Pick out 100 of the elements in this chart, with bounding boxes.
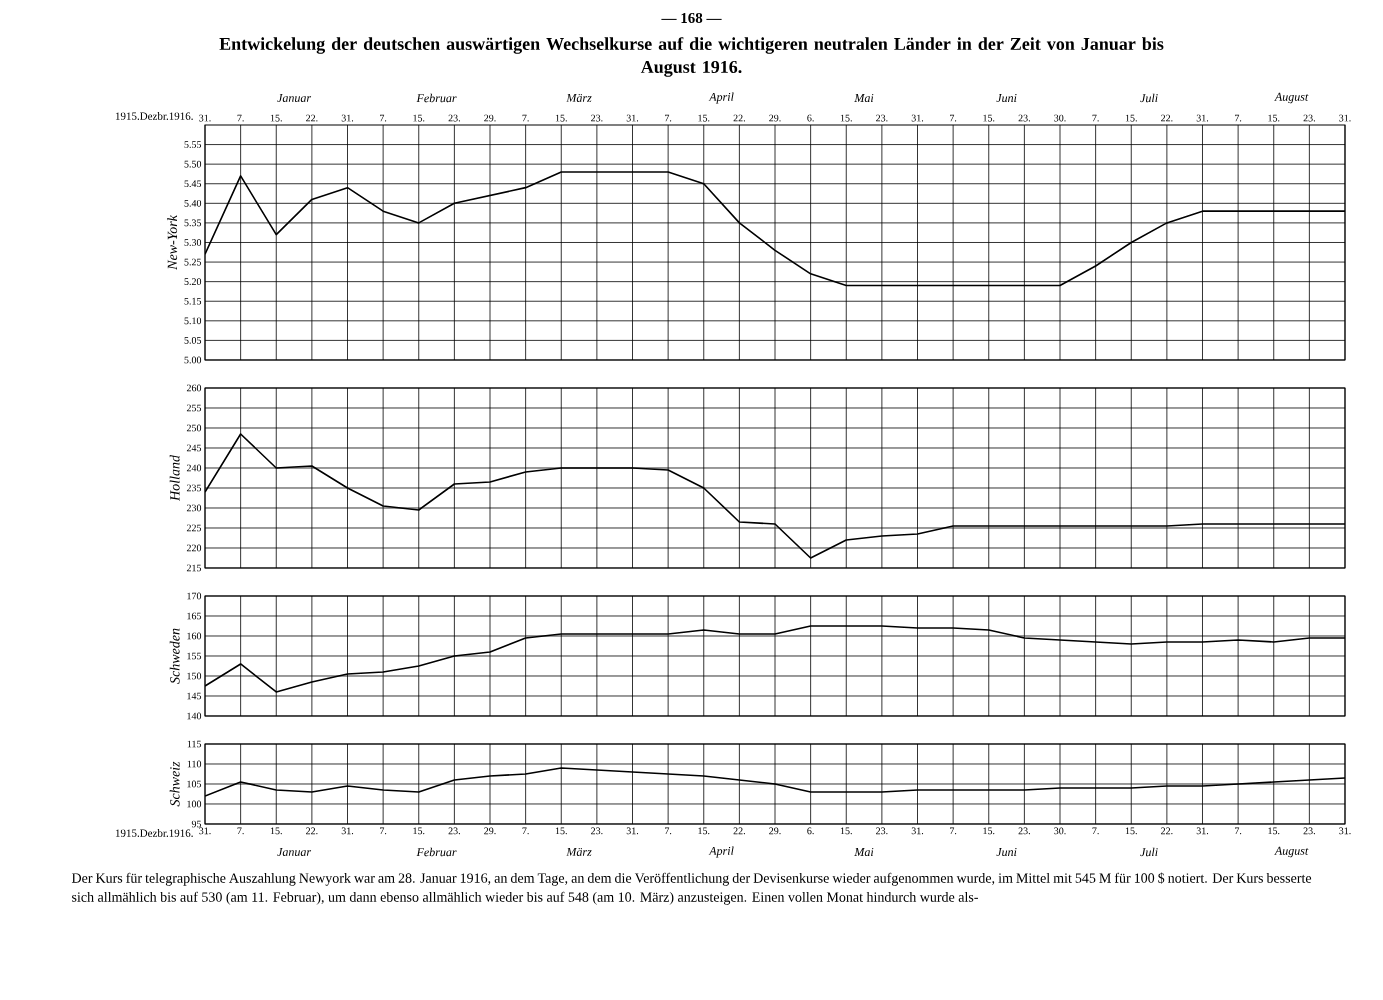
- y-tick-label: 215: [186, 564, 202, 572]
- y-tick-label: 5.55: [184, 141, 202, 148]
- text: Februar: [416, 93, 457, 103]
- y-tick-label: 235: [186, 484, 202, 492]
- x-tick-label: 23.: [1303, 827, 1315, 835]
- y-tick-label: 5.40: [184, 199, 202, 207]
- y-tick-label: 5.50: [184, 160, 202, 168]
- y-tick-label: 5.45: [184, 180, 202, 188]
- x-tick-label: 29.: [484, 827, 496, 835]
- text: Juli: [1140, 93, 1158, 103]
- text: Mai: [854, 847, 874, 857]
- y-tick-label: 230: [186, 504, 202, 512]
- x-tick-label: 7.: [1092, 114, 1099, 122]
- text: Januar: [277, 847, 312, 856]
- x-tick-label: 15.: [983, 114, 995, 122]
- text: März: [566, 847, 592, 856]
- text: — 168 —: [661, 12, 722, 24]
- x-tick-label: 7.: [950, 114, 957, 122]
- y-tick-label: 150: [187, 672, 202, 680]
- x-tick-label: 29.: [769, 114, 781, 122]
- y-tick-label: 155: [187, 652, 202, 660]
- text: August: [1274, 846, 1309, 858]
- x-tick-label: 23.: [591, 827, 603, 835]
- y-tick-label: 100: [187, 800, 202, 808]
- x-tick-label: 22.: [1161, 114, 1173, 122]
- x-tick-label: 7.: [665, 114, 672, 122]
- x-tick-label: 22.: [1161, 827, 1173, 835]
- x-tick-label: 15.: [1268, 827, 1280, 835]
- text: Juli: [1140, 847, 1158, 857]
- x-tick-label: 15.: [555, 114, 567, 122]
- x-tick-label: 23.: [1018, 114, 1030, 122]
- y-tick-label: 250: [186, 424, 202, 432]
- y-tick-label: 245: [186, 444, 202, 452]
- y-tick-label: 170: [187, 592, 202, 600]
- y-tick-label: 260: [186, 384, 202, 392]
- x-tick-label: 31.: [626, 114, 639, 122]
- x-tick-label: 15.: [840, 114, 852, 122]
- x-tick-label: 15.: [413, 827, 425, 835]
- y-tick-label: 5.35: [184, 219, 202, 227]
- text: März: [566, 93, 592, 102]
- x-tick-label: 15.: [1125, 827, 1137, 835]
- x-tick-label: 6.: [807, 827, 814, 835]
- text: August: [1274, 92, 1309, 104]
- y-axis-title: Schweden: [169, 628, 180, 684]
- x-tick-label: 22.: [306, 827, 318, 835]
- text: 1915.Dezbr.1916.: [115, 112, 193, 120]
- y-axis-title: Schweiz: [169, 761, 180, 807]
- x-tick-label: 7.: [1235, 114, 1242, 122]
- x-tick-label: 23.: [448, 114, 460, 122]
- x-tick-label: 29.: [484, 114, 496, 122]
- x-tick-label: 15.: [413, 114, 425, 122]
- x-tick-label: 15.: [698, 827, 710, 835]
- x-tick-label: 31.: [199, 827, 211, 835]
- x-tick-label: 15.: [1268, 114, 1280, 122]
- y-tick-label: 225: [186, 524, 202, 532]
- text: Juni: [996, 93, 1017, 103]
- x-tick-label: 23.: [448, 827, 460, 835]
- x-tick-label: 23.: [876, 827, 888, 835]
- x-tick-label: 31.: [1196, 827, 1209, 835]
- y-tick-label: 160: [187, 632, 202, 640]
- x-tick-label: 15.: [1125, 114, 1137, 122]
- y-tick-label: 95: [191, 820, 202, 828]
- y-tick-label: 115: [187, 740, 202, 748]
- x-tick-label: 22.: [306, 114, 318, 122]
- x-tick-label: 15.: [698, 114, 710, 122]
- x-tick-label: 31.: [911, 827, 924, 835]
- x-tick-label: 7.: [522, 827, 529, 835]
- x-tick-label: 15.: [840, 827, 852, 835]
- x-tick-label: 31.: [199, 114, 211, 122]
- text: Juni: [996, 847, 1017, 857]
- x-tick-label: 23.: [1018, 827, 1030, 835]
- x-tick-label: 23.: [876, 114, 888, 122]
- x-tick-label: 31.: [1196, 114, 1209, 122]
- x-tick-label: 7.: [522, 114, 529, 122]
- x-tick-label: 15.: [270, 114, 282, 122]
- x-tick-label: 7.: [380, 827, 387, 835]
- x-tick-label: 7.: [665, 827, 672, 835]
- y-tick-label: 110: [187, 760, 202, 768]
- y-tick-label: 220: [186, 544, 202, 552]
- y-tick-label: 5.25: [184, 258, 202, 266]
- y-tick-label: 240: [186, 464, 202, 472]
- x-tick-label: 31.: [341, 114, 354, 122]
- y-tick-label: 5.30: [184, 239, 202, 246]
- y-tick-label: 5.10: [184, 317, 202, 325]
- x-tick-label: 22.: [733, 114, 745, 122]
- x-tick-label: 31.: [1339, 114, 1351, 122]
- y-axis-title: Holland: [169, 455, 180, 502]
- y-tick-label: 5.05: [184, 337, 202, 344]
- x-tick-label: 30.: [1054, 827, 1066, 835]
- text: Mai: [854, 93, 874, 103]
- y-tick-label: 165: [187, 612, 202, 620]
- text: Januar: [277, 93, 312, 102]
- x-tick-label: 22.: [733, 827, 745, 835]
- x-tick-label: 31.: [626, 827, 639, 835]
- y-tick-label: 5.00: [184, 356, 202, 364]
- text: 1915.Dezbr.1916.: [115, 829, 193, 837]
- x-tick-label: 30.: [1054, 114, 1066, 122]
- x-tick-label: 7.: [950, 827, 957, 835]
- x-tick-label: 29.: [769, 827, 781, 835]
- y-tick-label: 5.20: [184, 278, 202, 286]
